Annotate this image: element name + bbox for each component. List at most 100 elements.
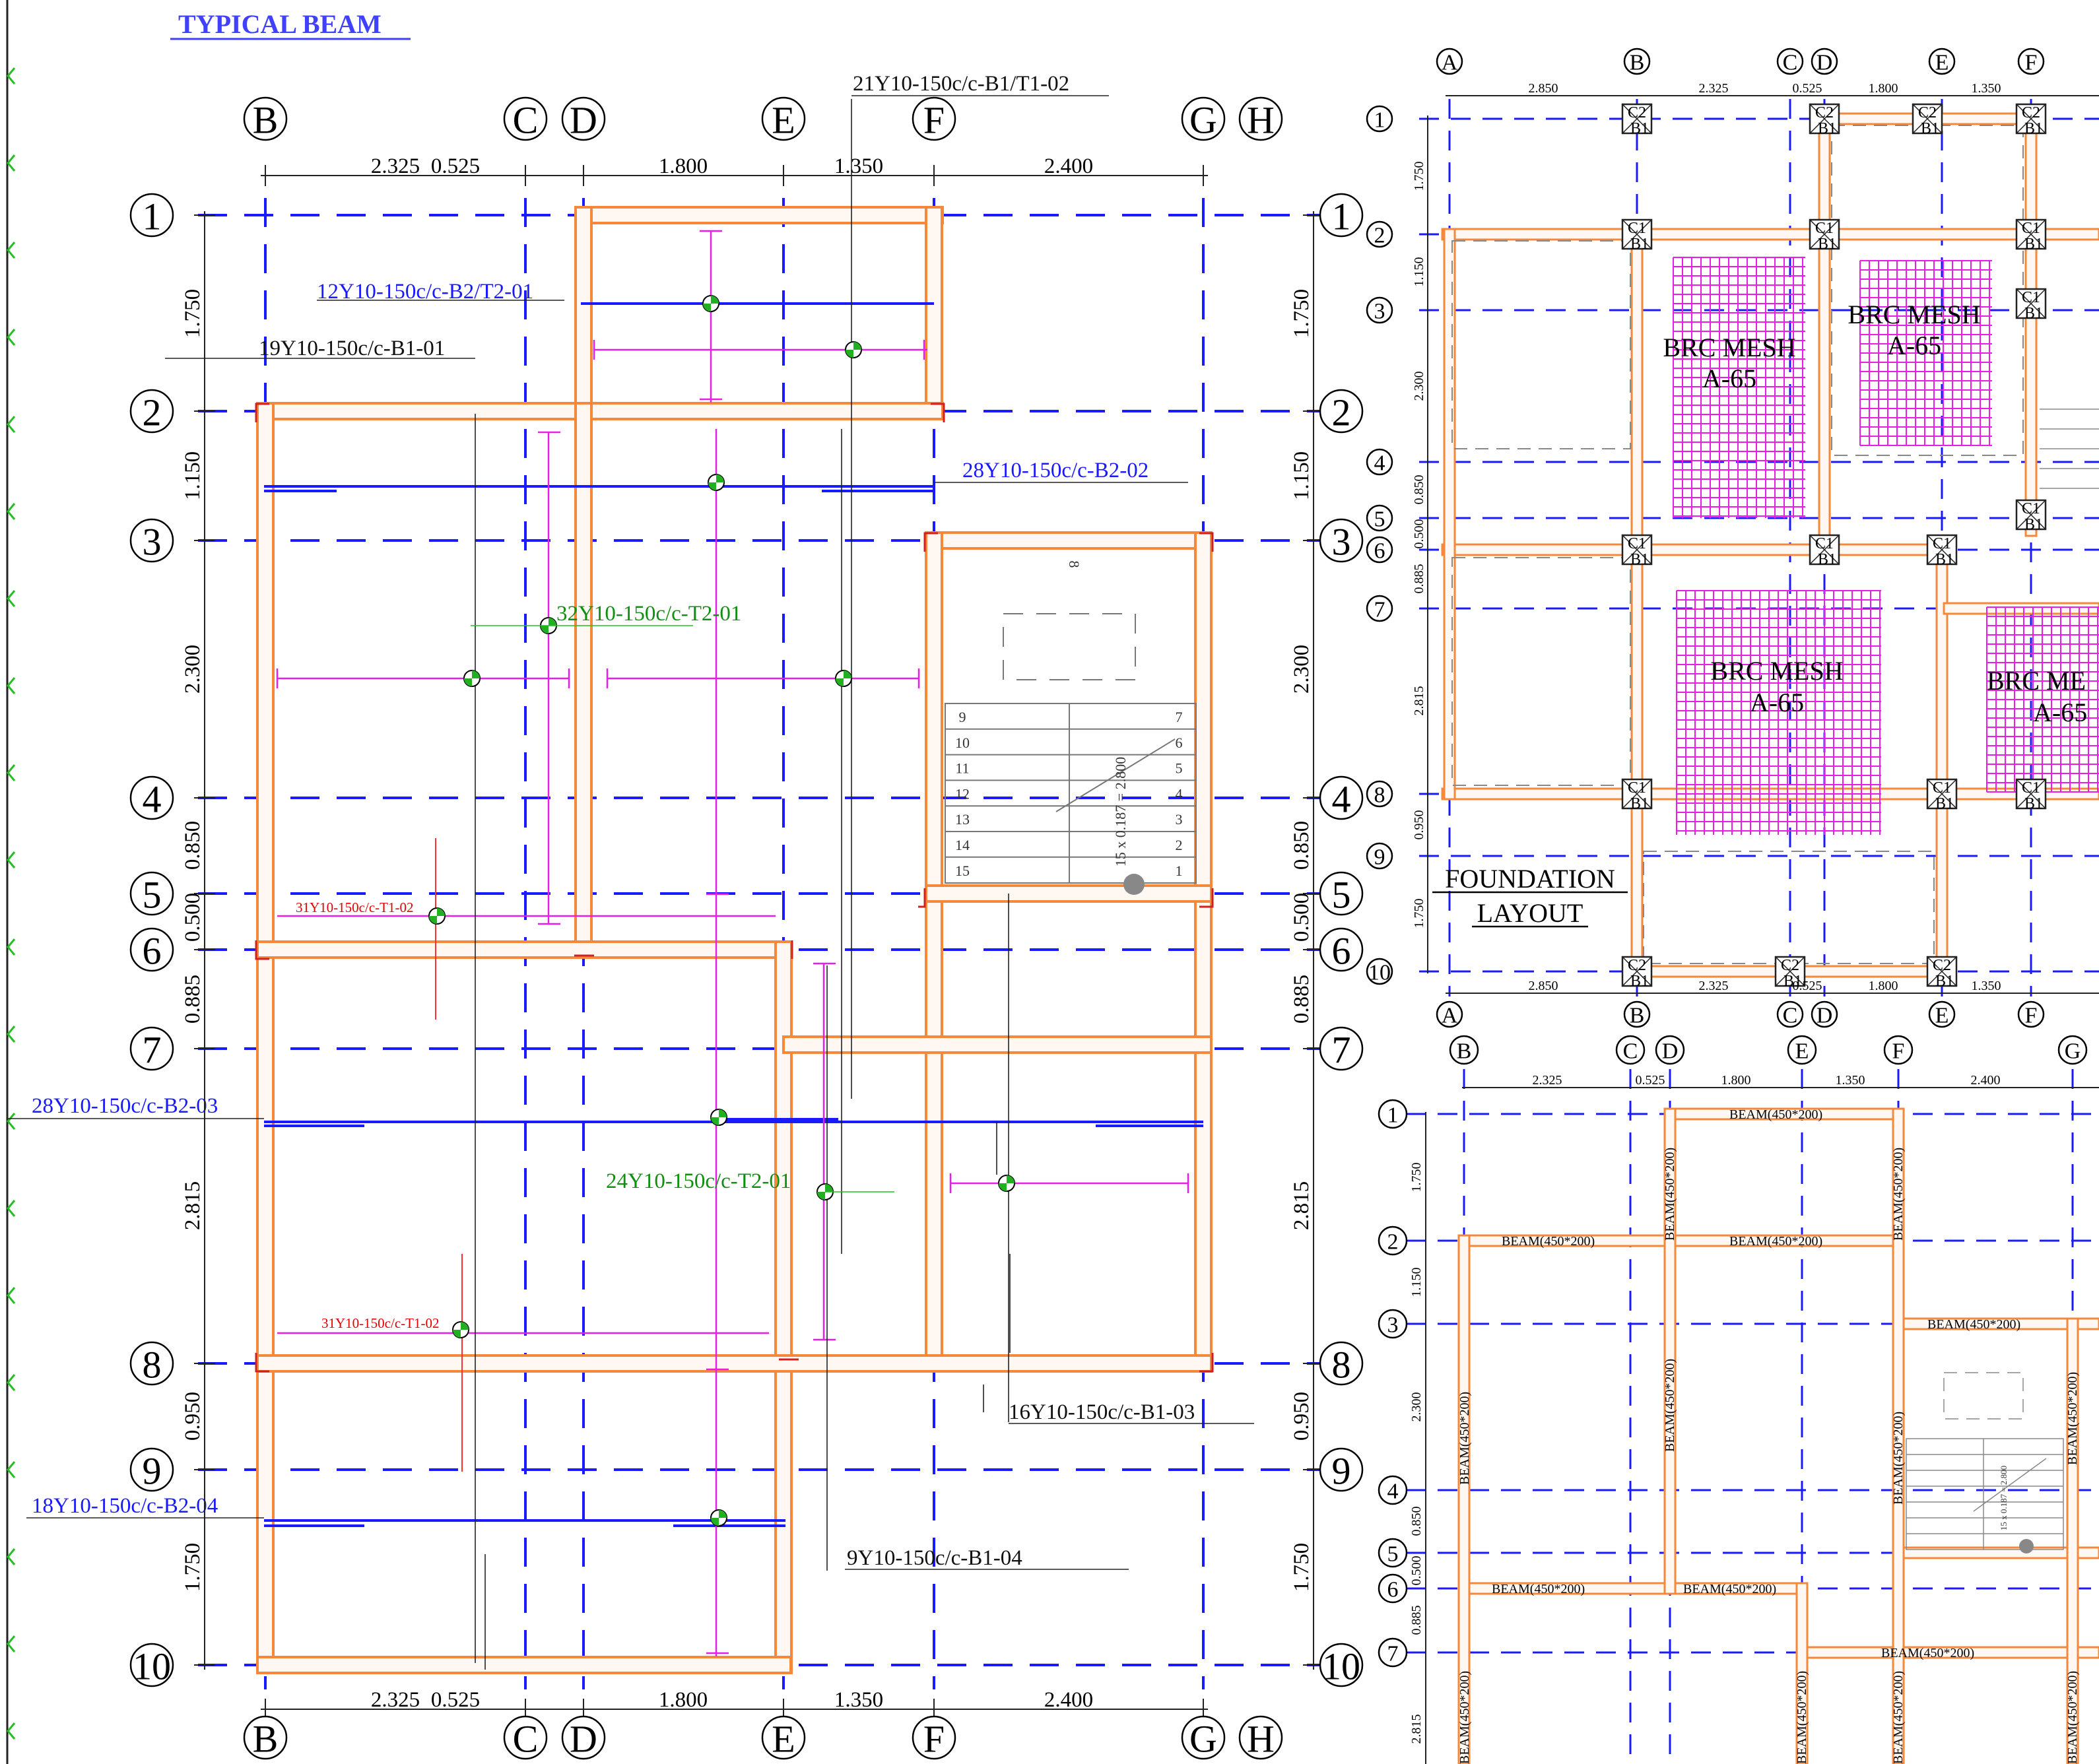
foundation-bubble-top-B[interactable]: B [1623, 48, 1651, 75]
grid-bubble-top-E[interactable]: E [761, 96, 806, 142]
beam-plan-bubble-left-7[interactable]: 7 [1378, 1637, 1408, 1668]
foundation-title-line2[interactable]: LAYOUT [1477, 898, 1583, 928]
foundation-bubble-top-D[interactable]: D [1811, 48, 1838, 75]
beam-plan-bubble-top-D[interactable]: D [1655, 1035, 1685, 1065]
grid-bubble-left-5[interactable]: 5 [129, 871, 174, 917]
grid-bubble-right-9[interactable]: 9 [1319, 1447, 1364, 1493]
grid-bubble-left-9[interactable]: 9 [129, 1447, 174, 1493]
foundation-bubble-bottom-D[interactable]: D [1811, 1000, 1838, 1028]
rebar-label-b1-03[interactable]: 16Y10-150c/c-B1-03 [1009, 1400, 1195, 1424]
grid-bubble-right-1[interactable]: 1 [1319, 193, 1364, 238]
rebar-label-t2-01-a[interactable]: 32Y10-150c/c-T2-01 [556, 602, 741, 626]
foundation-bubble-top-F[interactable]: F [2017, 48, 2045, 75]
grid-bubble-top-D[interactable]: D [561, 96, 606, 142]
foundation-bubble-left-6[interactable]: 6 [1366, 536, 1393, 564]
rebar-label-b1-01[interactable]: 19Y10-150c/c-B1-01 [259, 337, 445, 360]
foundation-bubble-left-4[interactable]: 4 [1366, 448, 1393, 476]
grid-bubble-right-8[interactable]: 8 [1319, 1341, 1364, 1387]
foundation-bubble-left-3[interactable]: 3 [1366, 296, 1393, 324]
grid-bubble-bottom-B[interactable]: B [243, 1715, 288, 1761]
beam-plan-bubble-top-E[interactable]: E [1787, 1035, 1817, 1065]
grid-bubble-bottom-F[interactable]: F [912, 1715, 956, 1761]
beam-plan-bubble-top-C[interactable]: C [1615, 1035, 1646, 1065]
foundation-bubble-top-A[interactable]: A [1436, 48, 1463, 75]
beam-plan-bubble-left-1[interactable]: 1 [1378, 1099, 1408, 1129]
grid-bubble-right-7[interactable]: 7 [1319, 1026, 1364, 1072]
beam-plan-bubble-left-2[interactable]: 2 [1378, 1225, 1408, 1256]
beam-plan-bubble-top-B[interactable]: B [1449, 1035, 1479, 1065]
rebar-label-b1t1-02[interactable]: 21Y10-150c/c-B1/T1-02 [853, 72, 1069, 96]
grid-bubble-left-4[interactable]: 4 [129, 775, 174, 821]
grid-bubble-right-6[interactable]: 6 [1319, 927, 1364, 973]
grid-bubble-bottom-C[interactable]: C [503, 1715, 548, 1761]
grid-bubble-top-H[interactable]: H [1238, 96, 1283, 142]
grid-bubble-top-G[interactable]: G [1181, 96, 1226, 142]
grid-bubble-top-C[interactable]: C [503, 96, 548, 142]
grid-bubble-bottom-H[interactable]: H [1238, 1715, 1283, 1761]
foundation-bubble-bottom-B[interactable]: B [1623, 1000, 1651, 1028]
rebar-label-b2-02[interactable]: 28Y10-150c/c-B2-02 [962, 459, 1149, 482]
rebar-label-b2-04[interactable]: 18Y10-150c/c-B2-04 [32, 1494, 218, 1518]
beam-plan-bubble-left-3[interactable]: 3 [1378, 1309, 1408, 1339]
rebar-label-b2t2-01[interactable]: 12Y10-150c/c-B2/T2-01 [317, 280, 533, 304]
grid-bubble-right-5[interactable]: 5 [1319, 871, 1364, 917]
foundation-bubble-bottom-C[interactable]: C [1776, 1000, 1804, 1028]
foundation-bubble-bottom-E[interactable]: E [1928, 1000, 1956, 1028]
beam-plan-bubble-left-6[interactable]: 6 [1378, 1573, 1408, 1604]
drawing-title[interactable]: TYPICAL BEAM [178, 9, 382, 39]
rebar-label-t1-02-b[interactable]: 31Y10-150c/c-T1-02 [321, 1315, 439, 1331]
grid-bubble-left-10[interactable]: 10 [129, 1643, 174, 1688]
grid-bubble-left-1[interactable]: 1 [129, 193, 174, 238]
grid-bubble-bottom-E[interactable]: E [761, 1715, 806, 1761]
foundation-title-line1[interactable]: FOUNDATION [1445, 864, 1615, 894]
grid-bubble-left-8[interactable]: 8 [129, 1341, 174, 1387]
foundation-bubble-left-5[interactable]: 5 [1366, 504, 1393, 532]
grid-bubble-right-2[interactable]: 2 [1319, 389, 1364, 434]
foundation-bubble-top-C[interactable]: C [1776, 48, 1804, 75]
grid-bubble-top-F[interactable]: F [912, 96, 956, 142]
grid-bubble-left-3[interactable]: 3 [129, 518, 174, 564]
foundation-bubble-bottom-A[interactable]: A [1436, 1000, 1463, 1028]
grid-bubble-bottom-G[interactable]: G [1181, 1715, 1226, 1761]
foundation-bubble-top-E[interactable]: E [1928, 48, 1956, 75]
grid-bubble-right-10[interactable]: 10 [1319, 1643, 1364, 1688]
grid-bubble-left-7[interactable]: 7 [129, 1026, 174, 1072]
grid-bubble-top-B[interactable]: B [243, 96, 288, 142]
grid-bubble-left-2[interactable]: 2 [129, 389, 174, 434]
foundation-bubble-left-8[interactable]: 8 [1366, 780, 1393, 808]
beam-plan-bubble-top-F[interactable]: F [1883, 1035, 1914, 1065]
foundation-bubble-left-9[interactable]: 9 [1366, 842, 1393, 870]
foundation-bubble-bottom-F[interactable]: F [2017, 1000, 2045, 1028]
beam-plan-bubble-left-4[interactable]: 4 [1378, 1475, 1408, 1505]
foundation-bubble-left-10[interactable]: 10 [1366, 958, 1393, 985]
foundation-bubble-left-7[interactable]: 7 [1366, 595, 1393, 622]
grid-bubble-right-4[interactable]: 4 [1319, 775, 1364, 821]
grid-bubble-left-6[interactable]: 6 [129, 927, 174, 973]
beam-plan-bubble-top-G[interactable]: G [2057, 1035, 2088, 1065]
grid-bubble-bottom-D[interactable]: D [561, 1715, 606, 1761]
rebar-label-t1-02-a[interactable]: 31Y10-150c/c-T1-02 [296, 899, 413, 915]
foundation-bubble-left-2[interactable]: 2 [1366, 220, 1393, 248]
rebar-label-b2-03[interactable]: 28Y10-150c/c-B2-03 [32, 1094, 218, 1118]
rebar-label-t2-01-b[interactable]: 24Y10-150c/c-T2-01 [606, 1169, 791, 1193]
beam-plan-bubble-left-5[interactable]: 5 [1378, 1538, 1408, 1568]
